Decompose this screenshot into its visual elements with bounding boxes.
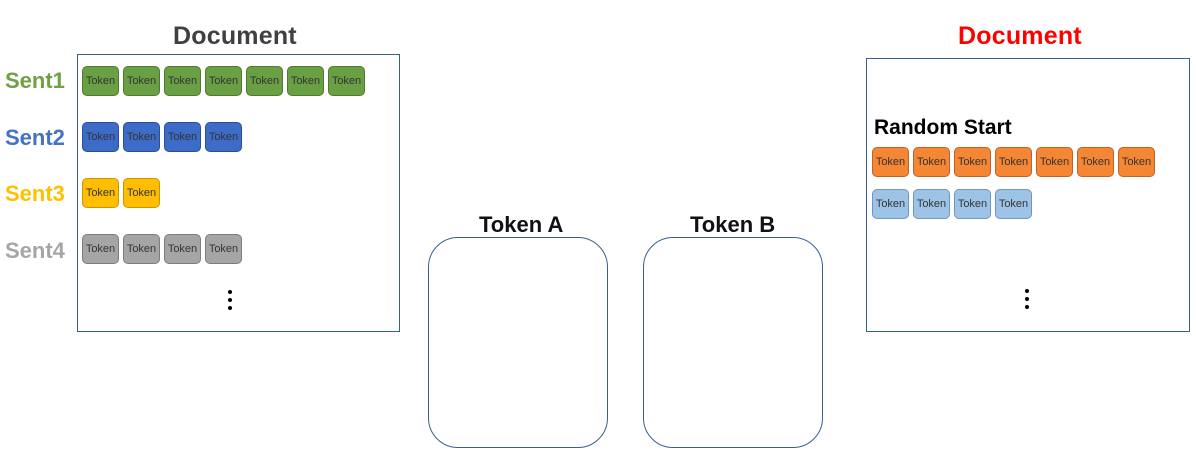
token-chip: Token — [1118, 147, 1155, 177]
right-ellipsis-dots — [1025, 289, 1029, 309]
token-b-box — [643, 237, 823, 448]
token-chip: Token — [123, 234, 160, 264]
token-chip: Token — [82, 122, 119, 152]
sent1-token-row: Token Token Token Token Token Token Token — [82, 66, 365, 96]
token-chip: Token — [164, 234, 201, 264]
token-chip: Token — [872, 147, 909, 177]
sent3-label: Sent3 — [5, 181, 65, 206]
left-ellipsis-dots — [228, 290, 232, 310]
sent4-label: Sent4 — [5, 238, 65, 263]
token-chip: Token — [995, 189, 1032, 219]
token-chip: Token — [205, 234, 242, 264]
right-document-title: Document — [958, 22, 1082, 50]
token-chip: Token — [82, 66, 119, 96]
token-chip: Token — [123, 66, 160, 96]
token-a-box — [428, 237, 608, 448]
sent1-label: Sent1 — [5, 68, 65, 93]
token-chip: Token — [1036, 147, 1073, 177]
token-chip: Token — [82, 234, 119, 264]
sent3-token-row: Token Token — [82, 178, 160, 208]
sent2-token-row: Token Token Token Token — [82, 122, 242, 152]
token-chip: Token — [82, 178, 119, 208]
token-chip: Token — [164, 122, 201, 152]
random-start-token-row: Token Token Token Token Token Token Token — [872, 147, 1155, 177]
token-chip: Token — [205, 122, 242, 152]
token-chip: Token — [123, 122, 160, 152]
token-chip: Token — [954, 147, 991, 177]
sent2-label: Sent2 — [5, 125, 65, 150]
sent4-token-row: Token Token Token Token — [82, 234, 242, 264]
token-chip: Token — [954, 189, 991, 219]
token-chip: Token — [205, 66, 242, 96]
token-chip: Token — [287, 66, 324, 96]
token-chip: Token — [1077, 147, 1114, 177]
random-start-label: Random Start — [874, 116, 1012, 139]
token-chip: Token — [913, 147, 950, 177]
left-document-title: Document — [173, 22, 297, 50]
token-chip: Token — [328, 66, 365, 96]
token-b-label: Token B — [690, 212, 776, 237]
token-chip: Token — [995, 147, 1032, 177]
token-chip: Token — [872, 189, 909, 219]
second-token-row: Token Token Token Token — [872, 189, 1032, 219]
token-chip: Token — [164, 66, 201, 96]
token-chip: Token — [246, 66, 283, 96]
token-chip: Token — [913, 189, 950, 219]
token-chip: Token — [123, 178, 160, 208]
token-a-label: Token A — [479, 212, 564, 237]
